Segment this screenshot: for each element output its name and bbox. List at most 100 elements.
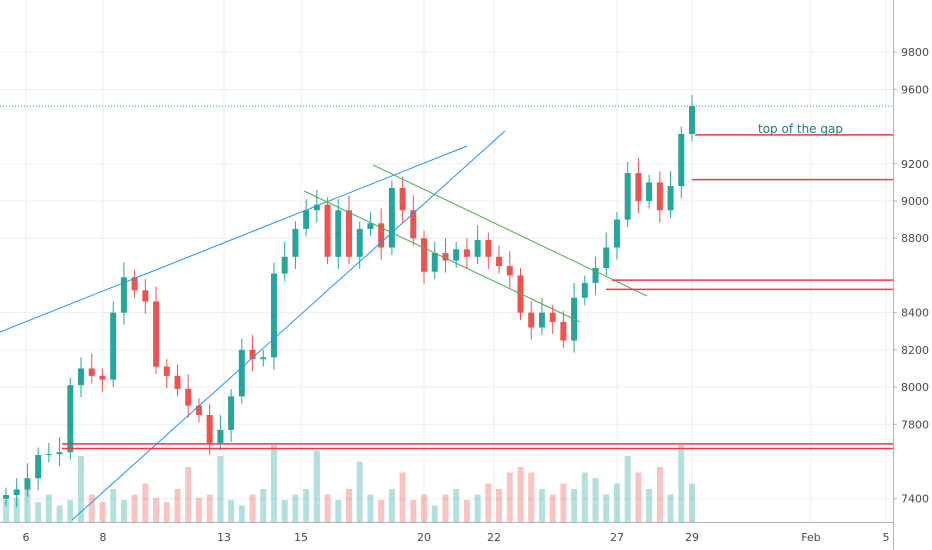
volume-bar bbox=[206, 494, 213, 522]
candle-body bbox=[613, 219, 620, 248]
volume-bars bbox=[3, 445, 695, 522]
candle-body bbox=[45, 454, 52, 456]
volume-bar bbox=[442, 494, 449, 522]
price-tick-label: 8000 bbox=[901, 381, 929, 394]
volume-bar bbox=[463, 500, 470, 522]
volume-bar bbox=[356, 461, 363, 522]
candle-body bbox=[67, 385, 74, 453]
volume-bar bbox=[78, 456, 85, 522]
candle-body bbox=[431, 253, 438, 272]
candle-body bbox=[410, 210, 417, 239]
price-tick-label: 9800 bbox=[901, 46, 929, 59]
volume-bar bbox=[217, 456, 224, 522]
volume-bar bbox=[581, 472, 588, 522]
volume-bar bbox=[35, 502, 42, 522]
volume-bar bbox=[667, 494, 674, 522]
candle-body bbox=[453, 249, 460, 261]
volume-bar bbox=[571, 489, 578, 522]
volume-bar bbox=[431, 505, 438, 522]
trend-drawings[interactable] bbox=[0, 130, 648, 521]
price-tick-label: 8800 bbox=[901, 232, 929, 245]
candle-body bbox=[35, 455, 42, 479]
volume-bar bbox=[517, 467, 524, 522]
candle-body bbox=[678, 133, 685, 187]
volume-bar bbox=[120, 500, 127, 522]
time-tick-label: 29 bbox=[685, 531, 699, 544]
price-tick-label: 7400 bbox=[901, 493, 929, 506]
volume-bar bbox=[388, 489, 395, 522]
candle-body bbox=[260, 357, 267, 360]
volume-bar bbox=[56, 505, 63, 522]
horizontal-levels[interactable]: 935591158575852576957670951009:10 bbox=[0, 98, 932, 457]
candle-body bbox=[238, 349, 245, 397]
channel-upper-line bbox=[372, 164, 648, 297]
volume-bar bbox=[410, 500, 417, 522]
time-tick-label: 27 bbox=[610, 531, 624, 544]
volume-bar bbox=[378, 500, 385, 522]
volume-bar bbox=[228, 500, 235, 522]
candle-body bbox=[153, 301, 160, 367]
candle-body bbox=[88, 368, 95, 376]
volume-bar bbox=[142, 483, 149, 522]
volume-bar bbox=[367, 494, 374, 522]
candle-body bbox=[131, 277, 138, 291]
volume-bar bbox=[592, 478, 599, 522]
volume-bar bbox=[635, 472, 642, 522]
time-tick-label: 5 bbox=[883, 531, 890, 544]
price-tick-label: 9000 bbox=[901, 195, 929, 208]
volume-bar bbox=[624, 456, 631, 522]
candle-body bbox=[270, 273, 277, 358]
candle-body bbox=[442, 253, 449, 261]
candle-body bbox=[592, 267, 599, 283]
candle-body bbox=[421, 238, 428, 272]
volume-bar bbox=[689, 483, 695, 522]
candle-body bbox=[13, 489, 20, 496]
lower-trendline bbox=[71, 130, 506, 521]
candle-body bbox=[99, 375, 106, 380]
volume-bar bbox=[249, 494, 256, 522]
price-tick-label: 8200 bbox=[901, 344, 929, 357]
volume-bar bbox=[195, 497, 202, 522]
candle-body bbox=[163, 366, 170, 376]
volume-bar bbox=[260, 489, 267, 522]
price-tick-label: 7800 bbox=[901, 418, 929, 431]
candle-body bbox=[346, 210, 352, 257]
volume-bar bbox=[421, 494, 428, 522]
channel-lower-line bbox=[303, 190, 581, 323]
volume-bar bbox=[270, 445, 277, 522]
candle-body bbox=[603, 247, 610, 268]
candle-body bbox=[496, 256, 503, 267]
candle-body bbox=[399, 187, 406, 211]
candlesticks bbox=[3, 94, 695, 508]
candle-body bbox=[206, 414, 213, 443]
candle-body bbox=[560, 321, 567, 341]
volume-bar bbox=[313, 450, 320, 522]
candle-body bbox=[56, 452, 63, 455]
volume-bar bbox=[88, 494, 95, 522]
candle-body bbox=[142, 290, 149, 302]
volume-bar bbox=[153, 497, 160, 522]
time-axis-bg bbox=[0, 522, 893, 550]
gap-annotation: top of the gap bbox=[758, 122, 843, 136]
candle-body bbox=[463, 249, 470, 257]
volume-bar bbox=[45, 494, 52, 522]
time-tick-label: 15 bbox=[294, 531, 308, 544]
candle-body bbox=[635, 173, 642, 201]
volume-bar bbox=[3, 500, 9, 522]
candle-body bbox=[324, 204, 331, 257]
volume-bar bbox=[528, 472, 535, 522]
candle-body bbox=[228, 396, 235, 430]
candle-body bbox=[474, 240, 481, 257]
candle-body bbox=[646, 182, 653, 201]
volume-bar bbox=[163, 502, 170, 522]
candle-body bbox=[506, 266, 513, 276]
candle-body bbox=[281, 256, 288, 274]
upper-trendline bbox=[0, 145, 468, 333]
volume-bar bbox=[99, 502, 106, 522]
candle-body bbox=[656, 182, 663, 211]
price-tick-label: 8400 bbox=[901, 307, 929, 320]
candle-body bbox=[538, 312, 545, 328]
candle-body bbox=[624, 173, 631, 220]
volume-bar bbox=[453, 489, 460, 522]
volume-bar bbox=[67, 500, 74, 522]
